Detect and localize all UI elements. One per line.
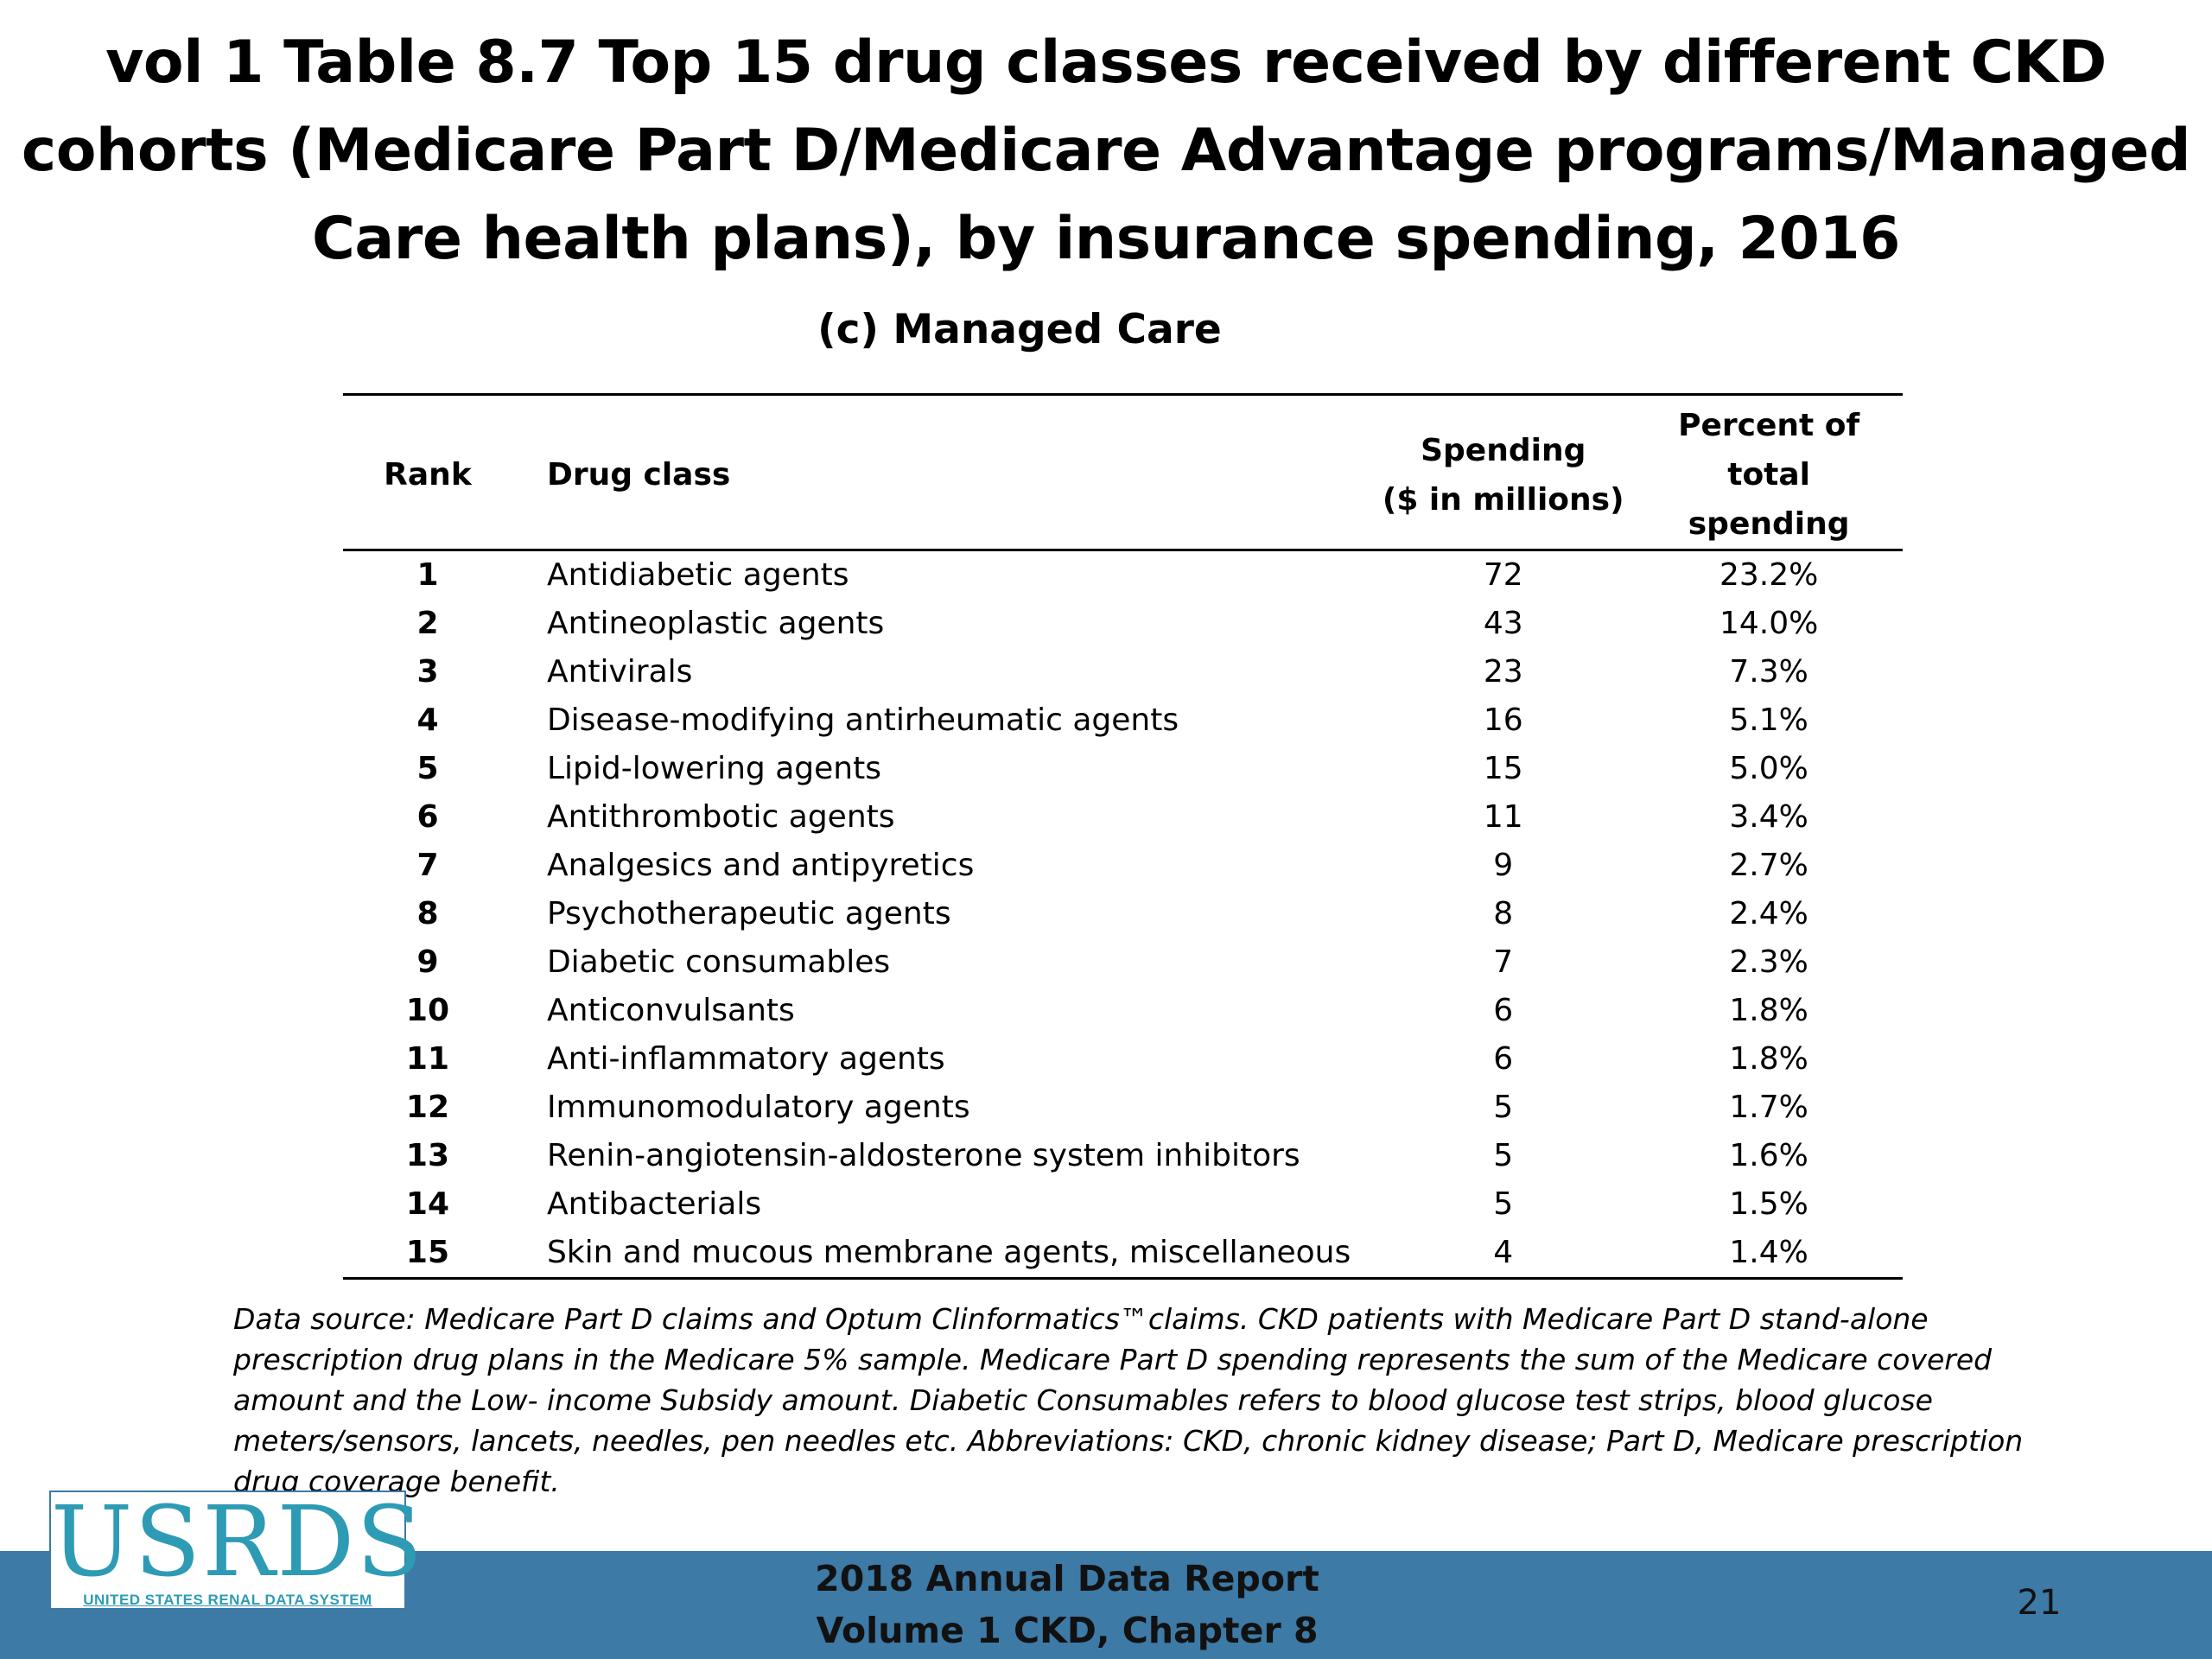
- cell-drug-class: Diabetic consumables: [546, 944, 891, 980]
- drug-class-table-container: Rank Drug class Spending ($ in millions)…: [343, 393, 1903, 1280]
- table-row: 13 Renin-angiotensin-aldosterone system i…: [343, 1132, 1903, 1180]
- header-spending: Spending ($ in millions): [1371, 395, 1635, 550]
- cell-percent: 1.4%: [1729, 1235, 1808, 1270]
- cell-spending: 43: [1483, 606, 1523, 641]
- table-row: 12 Immunomodulatory agents 5 1.7%: [343, 1084, 1903, 1132]
- usrds-logo: USRDS UNITED STATES RENAL DATA SYSTEM: [49, 1486, 424, 1610]
- cell-spending: 11: [1483, 799, 1523, 835]
- table-row: 7 Analgesics and antipyretics 9 2.7%: [343, 842, 1903, 890]
- cell-spending: 5: [1493, 1138, 1514, 1173]
- report-title-line1: 2018 Annual Data Report: [815, 1558, 1319, 1599]
- logo-subtext: UNITED STATES RENAL DATA SYSTEM: [83, 1592, 372, 1608]
- cell-rank: 8: [416, 896, 439, 931]
- cell-spending: 5: [1493, 1186, 1514, 1222]
- cell-percent: 1.7%: [1729, 1090, 1808, 1125]
- data-source-footnote: Data source: Medicare Part D claims and …: [233, 1302, 2024, 1498]
- table-row: 10 Anticonvulsants 6 1.8%: [343, 987, 1903, 1035]
- cell-drug-class: Lipid-lowering agents: [546, 751, 881, 786]
- table-body: 1 Antidiabetic agents 72 23.2% 2 Antineoplast…: [343, 550, 1903, 1279]
- cell-percent: 1.5%: [1729, 1186, 1808, 1222]
- cell-percent: 2.4%: [1729, 896, 1808, 931]
- cell-percent: 1.8%: [1729, 993, 1808, 1028]
- cell-percent: 14.0%: [1719, 606, 1819, 641]
- cell-drug-class: Anticonvulsants: [546, 993, 795, 1028]
- cell-rank: 12: [405, 1090, 450, 1125]
- cell-drug-class: Antibacterials: [546, 1186, 762, 1222]
- header-rank: Rank: [384, 457, 472, 493]
- cell-spending: 6: [1493, 1041, 1514, 1077]
- cell-rank: 10: [405, 993, 450, 1028]
- cell-spending: 5: [1493, 1090, 1514, 1125]
- cell-rank: 9: [416, 944, 439, 980]
- cell-rank: 4: [416, 702, 439, 738]
- cell-spending: 15: [1483, 751, 1523, 786]
- cell-percent: 1.8%: [1729, 1041, 1808, 1077]
- cell-drug-class: Analgesics and antipyretics: [546, 848, 975, 883]
- header-drug-class: Drug class: [546, 457, 731, 493]
- report-title-line2: Volume 1 CKD, Chapter 8: [816, 1610, 1319, 1651]
- header-percent-line1: Percent of total: [1678, 408, 1860, 493]
- cell-rank: 13: [405, 1138, 450, 1173]
- cell-percent: 5.0%: [1729, 751, 1808, 786]
- header-percent: Percent of total spending: [1635, 395, 1903, 550]
- cell-rank: 5: [416, 751, 439, 786]
- table-row: 5 Lipid-lowering agents 15 5.0%: [343, 745, 1903, 793]
- table-header-row: Rank Drug class Spending ($ in millions)…: [343, 394, 1903, 550]
- cell-spending: 7: [1493, 944, 1514, 980]
- cell-percent: 5.1%: [1729, 702, 1808, 738]
- cell-drug-class: Renin-angiotensin-aldosterone system inh…: [546, 1138, 1300, 1173]
- cell-percent: 1.6%: [1729, 1138, 1808, 1173]
- logo-text: USRDS: [51, 1486, 424, 1599]
- table-row: 8 Psychotherapeutic agents 8 2.4%: [343, 890, 1903, 938]
- table-row: 4 Disease-modifying antirheumatic agents 1…: [343, 696, 1903, 745]
- page-title: vol 1 Table 8.7 Top 15 drug classes rece…: [21, 29, 2191, 273]
- cell-drug-class: Antivirals: [546, 654, 693, 690]
- cell-rank: 15: [405, 1235, 450, 1270]
- table-header: Rank Drug class Spending ($ in millions)…: [343, 394, 1903, 550]
- cell-rank: 14: [405, 1186, 450, 1222]
- cell-spending: 4: [1493, 1235, 1514, 1270]
- cell-drug-class: Psychotherapeutic agents: [546, 896, 951, 931]
- cell-spending: 23: [1483, 654, 1523, 690]
- table-row: 2 Antineoplastic agents 43 14.0%: [343, 600, 1903, 648]
- table-row: 3 Antivirals 23 7.3%: [343, 648, 1903, 696]
- cell-rank: 6: [416, 799, 439, 835]
- table-row: 14 Antibacterials 5 1.5%: [343, 1180, 1903, 1229]
- cell-spending: 9: [1493, 848, 1514, 883]
- cell-drug-class: Antineoplastic agents: [546, 606, 885, 641]
- cell-percent: 23.2%: [1719, 557, 1819, 593]
- table-row: 9 Diabetic consumables 7 2.3%: [343, 938, 1903, 987]
- table-row: 15 Skin and mucous membrane agents, misce…: [343, 1229, 1903, 1279]
- cell-drug-class: Anti-inflammatory agents: [546, 1041, 945, 1077]
- page-number: 21: [2017, 1583, 2062, 1623]
- header-spending-line1: Spending: [1421, 432, 1586, 468]
- cell-percent: 3.4%: [1729, 799, 1808, 835]
- cell-percent: 2.3%: [1729, 944, 1808, 980]
- header-spending-line2: ($ in millions): [1382, 481, 1624, 518]
- cell-drug-class: Disease-modifying antirheumatic agents: [546, 702, 1179, 738]
- cell-rank: 3: [416, 654, 439, 690]
- cell-rank: 7: [416, 848, 439, 883]
- table-row: 6 Antithrombotic agents 11 3.4%: [343, 793, 1903, 842]
- table-subtitle: (c) Managed Care: [817, 306, 1222, 353]
- cell-drug-class: Antidiabetic agents: [546, 557, 849, 593]
- cell-spending: 8: [1493, 896, 1514, 931]
- cell-drug-class: Immunomodulatory agents: [546, 1090, 970, 1125]
- table-row: 11 Anti-inflammatory agents 6 1.8%: [343, 1035, 1903, 1084]
- cell-percent: 2.7%: [1729, 848, 1808, 883]
- cell-drug-class: Skin and mucous membrane agents, miscell…: [546, 1235, 1351, 1270]
- cell-spending: 6: [1493, 993, 1514, 1028]
- header-percent-line2: spending: [1688, 506, 1850, 542]
- cell-rank: 11: [405, 1041, 450, 1077]
- cell-spending: 72: [1483, 557, 1523, 593]
- cell-percent: 7.3%: [1729, 654, 1808, 690]
- cell-drug-class: Antithrombotic agents: [546, 799, 895, 835]
- cell-spending: 16: [1483, 702, 1523, 738]
- cell-rank: 2: [416, 606, 439, 641]
- table-row: 1 Antidiabetic agents 72 23.2%: [343, 550, 1903, 601]
- cell-rank: 1: [416, 557, 439, 593]
- drug-class-table: Rank Drug class Spending ($ in millions)…: [343, 393, 1903, 1280]
